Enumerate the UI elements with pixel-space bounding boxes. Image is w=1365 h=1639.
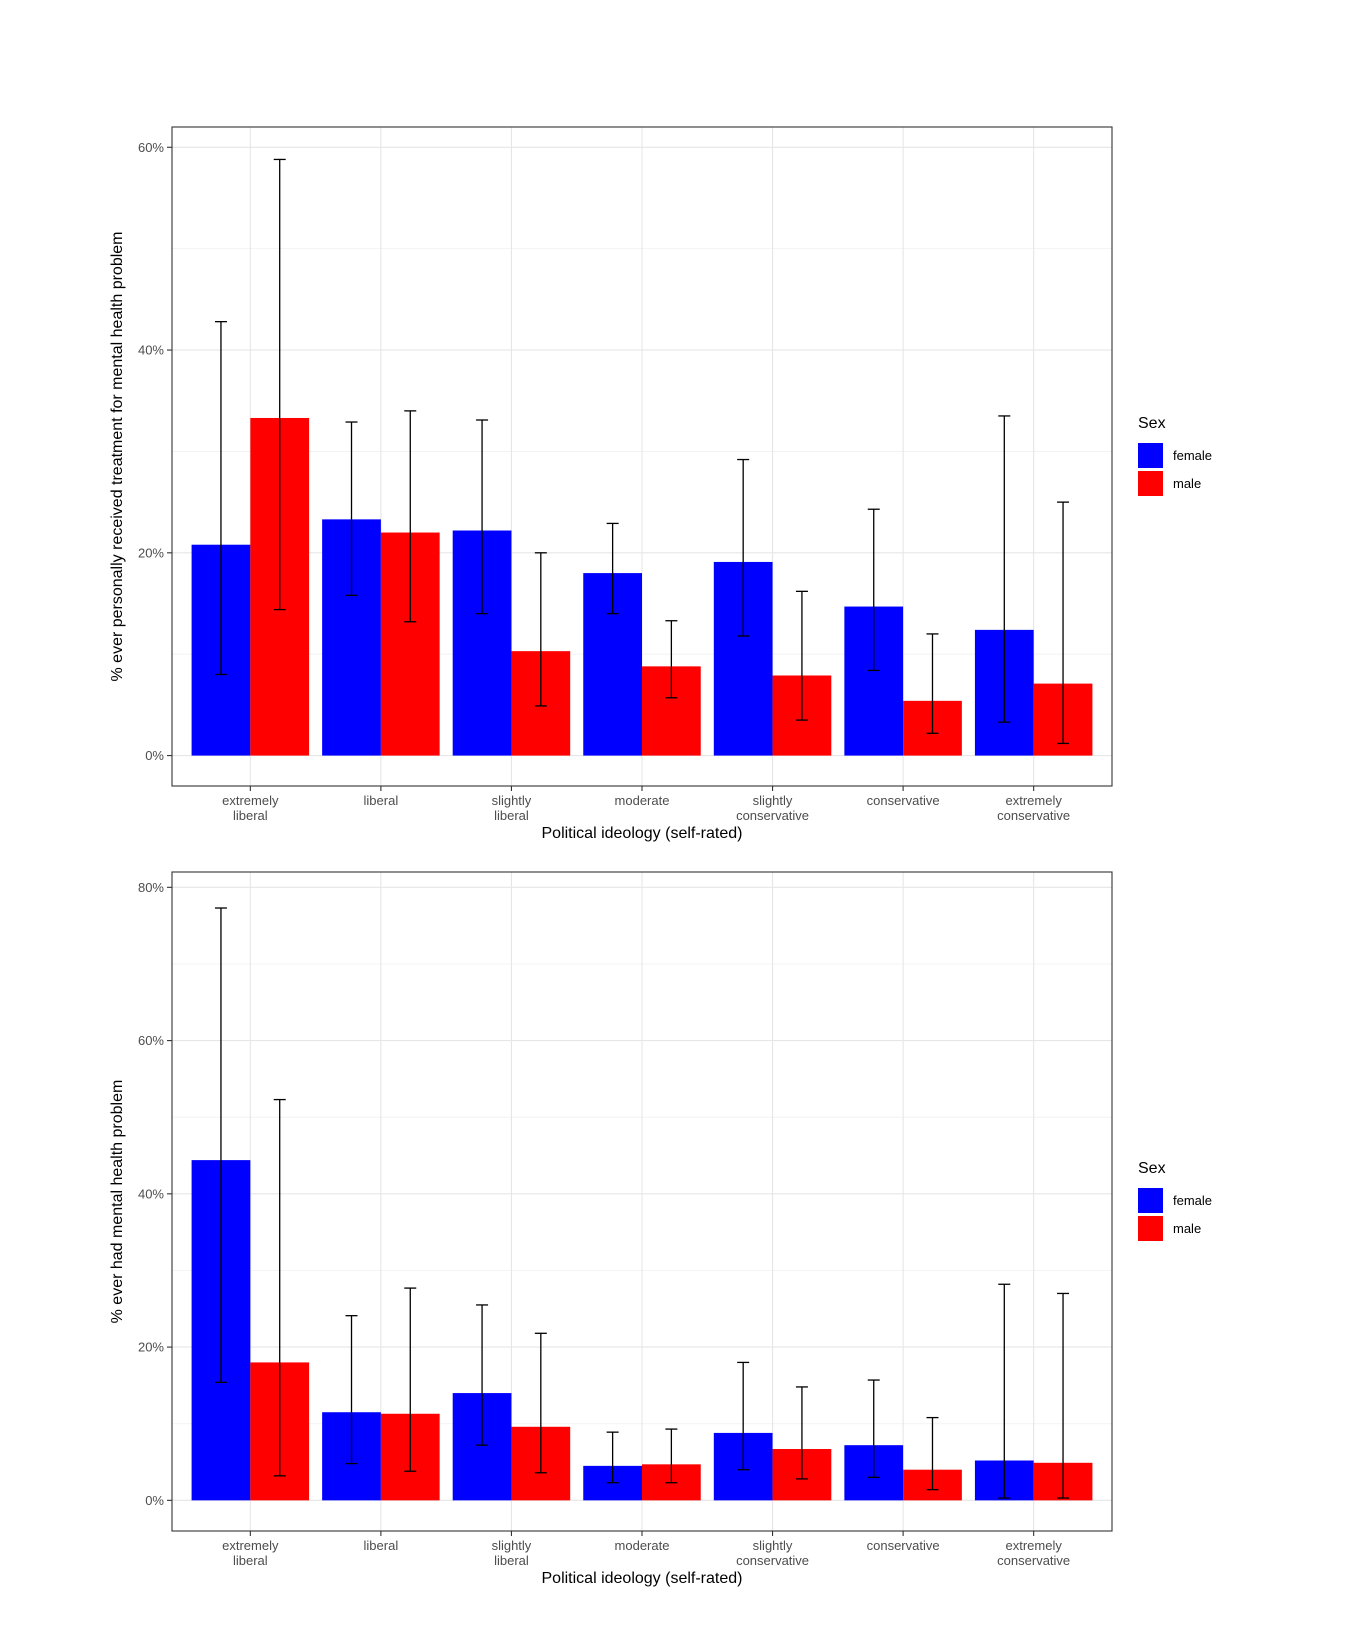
x-tick-label: conservative — [867, 793, 940, 808]
errorbar-female-4 — [606, 522, 619, 615]
errorbar-male-2 — [404, 1287, 417, 1472]
errorbar-female-3 — [476, 419, 489, 615]
y-tick-label: 40% — [138, 343, 164, 358]
x-axis-title: Political ideology (self-rated) — [542, 825, 743, 842]
errorbar-female-7 — [998, 415, 1011, 723]
y-tick-label: 40% — [138, 1186, 164, 1201]
errorbar-male-3 — [534, 1332, 547, 1474]
x-tick-label: slightly conservative — [736, 1538, 809, 1568]
x-tick-label: slightly liberal — [492, 1538, 532, 1568]
errorbar-male-4 — [665, 620, 678, 699]
errorbar-male-5 — [795, 590, 808, 721]
x-tick-label: extremely liberal — [222, 793, 279, 823]
y-tick-label: 0% — [145, 748, 164, 763]
x-tick-label: moderate — [615, 1538, 670, 1553]
y-tick-label: 20% — [138, 1340, 164, 1355]
x-tick-label: conservative — [867, 1538, 940, 1553]
errorbar-male-6 — [926, 1416, 939, 1491]
legend-title: Sex — [1138, 1160, 1166, 1177]
legend: Sex female male — [1138, 415, 1212, 496]
legend-label-female: female — [1173, 1193, 1212, 1208]
errorbar-male-7 — [1057, 1292, 1070, 1499]
x-tick-label: moderate — [615, 793, 670, 808]
legend-key-female — [1138, 1188, 1163, 1213]
errorbar-female-6 — [867, 508, 880, 672]
x-tick-label: slightly conservative — [736, 793, 809, 823]
errorbar-male-7 — [1057, 501, 1070, 745]
errorbar-female-1 — [214, 907, 227, 1383]
errorbar-female-3 — [476, 1304, 489, 1446]
y-tick-label: 60% — [138, 1033, 164, 1048]
errorbar-female-5 — [737, 458, 750, 637]
errorbar-male-3 — [534, 552, 547, 707]
legend-label-female: female — [1173, 448, 1212, 463]
errorbar-male-4 — [665, 1428, 678, 1484]
x-tick-label: slightly liberal — [492, 793, 532, 823]
y-tick-label: 0% — [145, 1493, 164, 1508]
y-axis-title: % ever personally received treatment for… — [109, 232, 126, 682]
y-tick-label: 20% — [138, 545, 164, 560]
chart-panel-2: 0% 20% 40% 60% 80% extremely liberal liberal sli… — [109, 871, 1212, 1587]
x-tick-label: extremely conservative — [997, 1538, 1070, 1568]
errorbar-female-4 — [606, 1431, 619, 1484]
errorbar-female-1 — [214, 321, 227, 676]
y-tick-label: 80% — [138, 880, 164, 895]
x-axis-title: Political ideology (self-rated) — [542, 1570, 743, 1587]
legend-title: Sex — [1138, 415, 1166, 432]
legend-key-female — [1138, 443, 1163, 468]
errorbar-male-2 — [404, 410, 417, 623]
legend-key-male — [1138, 1216, 1163, 1241]
errorbar-female-6 — [867, 1379, 880, 1479]
errorbar-male-5 — [795, 1386, 808, 1480]
legend-label-male: male — [1173, 1221, 1201, 1236]
legend-key-male — [1138, 471, 1163, 496]
x-tick-label: liberal — [364, 1538, 399, 1553]
x-tick-label: extremely conservative — [997, 793, 1070, 823]
y-tick-label: 60% — [138, 140, 164, 155]
chart-panel-1: 0% 20% 40% 60% extremely liberal liberal slight… — [109, 126, 1212, 842]
errorbar-male-1 — [273, 1098, 286, 1477]
errorbar-male-6 — [926, 633, 939, 734]
legend-label-male: male — [1173, 476, 1201, 491]
errorbar-male-1 — [273, 158, 286, 611]
errorbar-female-2 — [345, 1315, 358, 1465]
x-tick-label: extremely liberal — [222, 1538, 279, 1568]
legend: Sex female male — [1138, 1160, 1212, 1241]
y-axis-title: % ever had mental health problem — [109, 1080, 126, 1324]
errorbar-female-2 — [345, 421, 358, 597]
errorbar-female-7 — [998, 1283, 1011, 1499]
x-tick-label: liberal — [364, 793, 399, 808]
errorbar-female-5 — [737, 1361, 750, 1471]
